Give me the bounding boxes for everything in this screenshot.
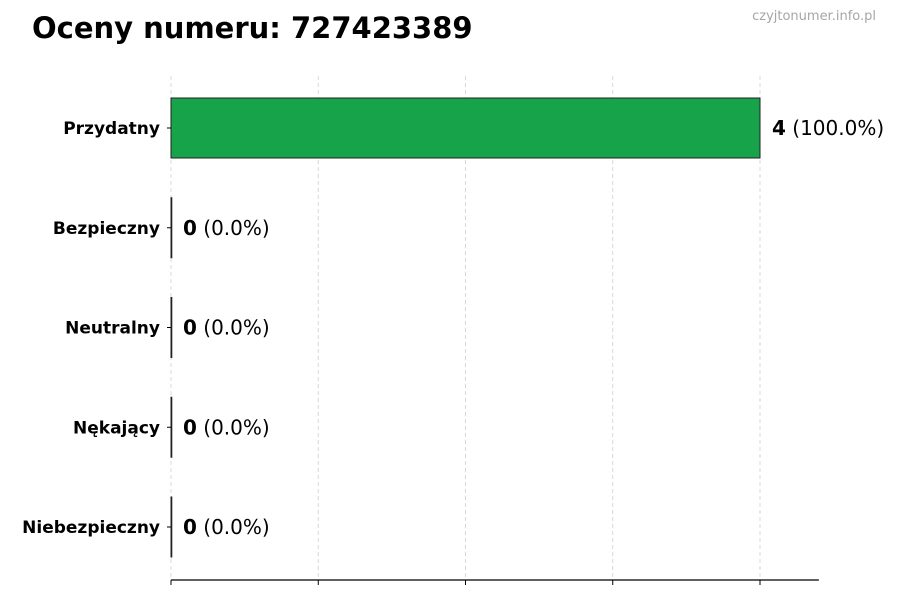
- category-label: Niebezpieczny: [22, 518, 160, 538]
- bar: [170, 496, 173, 558]
- data-label: 0 (0.0%): [183, 216, 270, 240]
- data-label: 4 (100.0%): [772, 116, 884, 140]
- bar: [170, 396, 173, 458]
- bar: [170, 97, 761, 159]
- data-label-value: 0: [183, 216, 197, 240]
- category-label: Bezpieczny: [53, 219, 160, 239]
- watermark: czyjtonumer.info.pl: [752, 9, 876, 24]
- data-label-value: 4: [772, 116, 786, 140]
- category-label: Nękający: [73, 418, 160, 438]
- data-label-percent: (0.0%): [197, 216, 270, 240]
- data-label: 0 (0.0%): [183, 515, 270, 539]
- data-label-value: 0: [183, 415, 197, 439]
- data-label-percent: (0.0%): [197, 316, 270, 340]
- category-label: Neutralny: [65, 319, 160, 339]
- data-label-value: 0: [183, 316, 197, 340]
- data-label: 0 (0.0%): [183, 415, 270, 439]
- data-label-value: 0: [183, 515, 197, 539]
- data-label-percent: (100.0%): [786, 116, 884, 140]
- bar: [170, 297, 173, 358]
- category-label: Przydatny: [63, 119, 160, 139]
- bar: [170, 197, 173, 259]
- data-label-percent: (0.0%): [197, 415, 270, 439]
- chart-title: Oceny numeru: 727423389: [32, 11, 473, 45]
- data-label: 0 (0.0%): [183, 316, 270, 340]
- data-label-percent: (0.0%): [197, 515, 270, 539]
